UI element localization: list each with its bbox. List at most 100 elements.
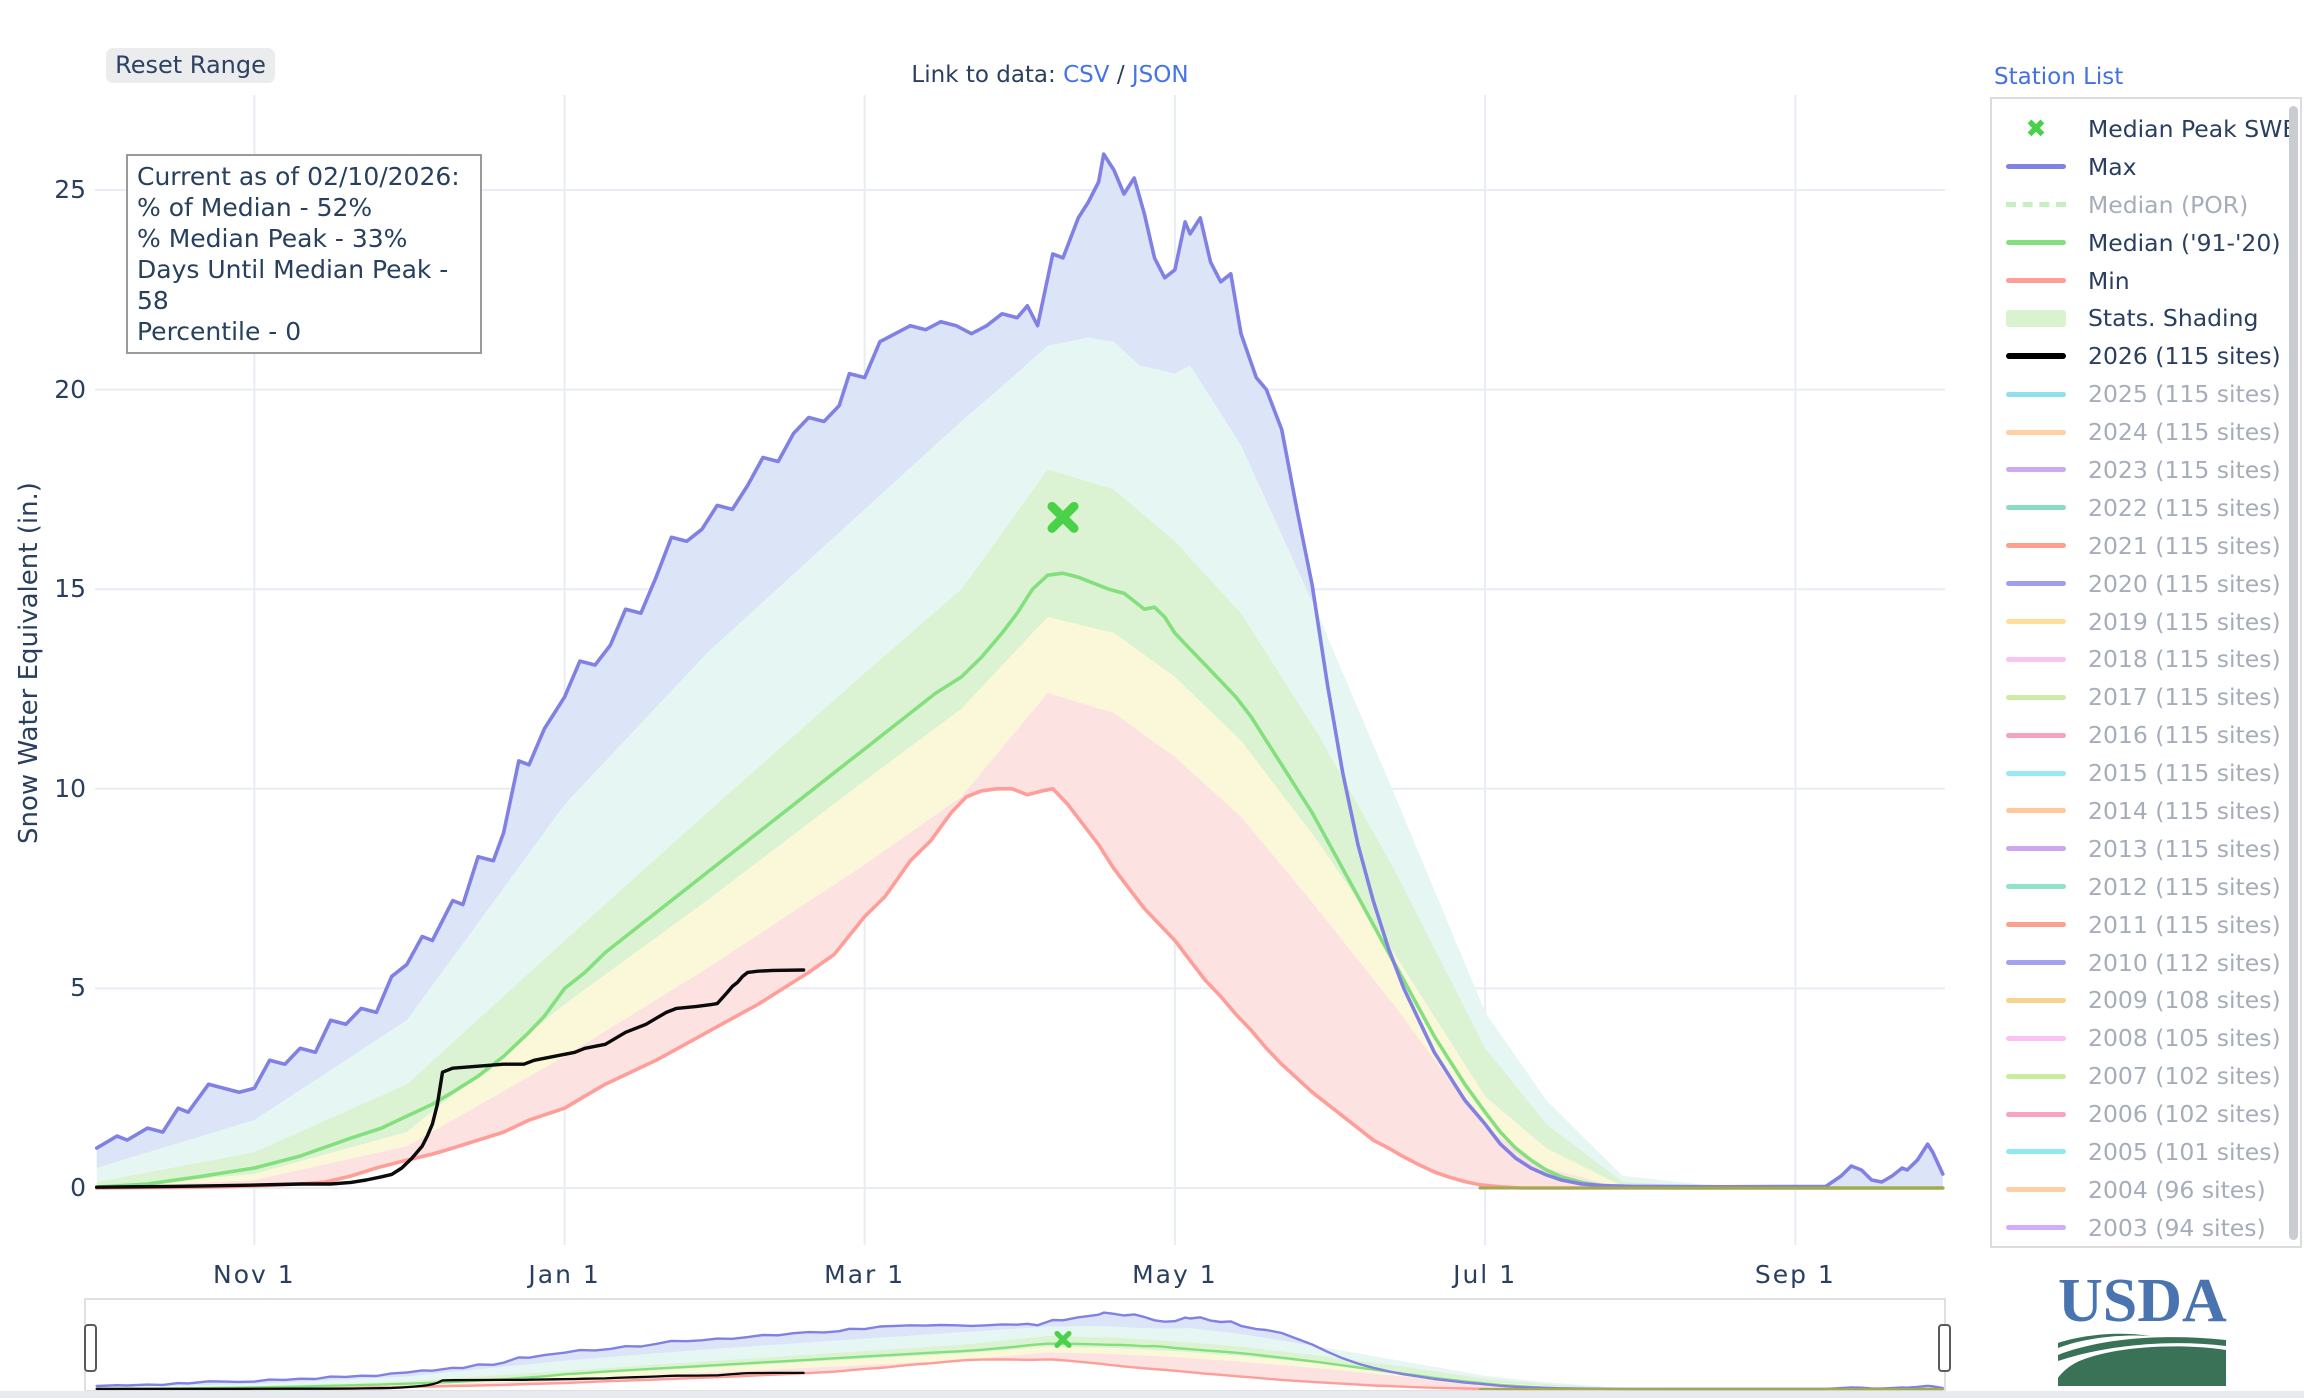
legend-item-2021-115-sites-[interactable]: 2021 (115 sites) <box>1992 527 2282 565</box>
legend-swatch-icon <box>2006 353 2066 360</box>
legend-swatch-icon <box>2006 505 2066 511</box>
legend-swatch-icon <box>2006 694 2066 700</box>
status-line-2: % Median Peak - 33% <box>137 224 408 253</box>
legend-label: 2020 (115 sites) <box>2088 569 2281 598</box>
legend-swatch-icon <box>2006 770 2066 776</box>
legend-label: 2023 (115 sites) <box>2088 455 2281 484</box>
link-to-data-label: Link to data: <box>911 62 1056 88</box>
legend-swatch-icon <box>2006 240 2066 246</box>
legend-swatch-icon <box>2006 1035 2066 1041</box>
station-list-link[interactable]: Station List <box>1994 64 2124 90</box>
rangeslider-handle-right[interactable] <box>1938 1324 1951 1372</box>
x-tick-sep-1: Sep 1 <box>1754 1260 1836 1289</box>
legend-item-2008-105-sites-[interactable]: 2008 (105 sites) <box>1992 1019 2282 1057</box>
legend-label: 2010 (112 sites) <box>2088 948 2281 977</box>
legend-swatch-icon <box>2006 543 2066 549</box>
legend-item-list: ✖ Median Peak SWE Max Median (POR) Median ('… <box>1992 110 2298 1247</box>
legend-label: 2019 (115 sites) <box>2088 607 2281 636</box>
legend-item-2013-115-sites-[interactable]: 2013 (115 sites) <box>1992 830 2282 868</box>
legend-swatch-icon <box>2006 997 2066 1003</box>
legend-swatch-icon <box>2006 1187 2066 1193</box>
reset-range-button[interactable]: Reset Range <box>106 48 275 83</box>
status-line-4: Percentile - 0 <box>137 317 302 346</box>
json-link[interactable]: JSON <box>1131 62 1189 88</box>
csv-link[interactable]: CSV <box>1063 62 1110 88</box>
legend-label: Max <box>2088 152 2137 181</box>
x-tick-jan-1: Jan 1 <box>528 1260 601 1289</box>
legend-swatch-icon <box>2006 656 2066 662</box>
legend-item-max[interactable]: Max <box>1992 148 2282 186</box>
y-axis-title: Snow Water Equivalent (in.) <box>14 482 44 844</box>
y-tick-10: 10 <box>54 773 86 803</box>
legend-item-median-peak-swe[interactable]: ✖ Median Peak SWE <box>1992 110 2298 148</box>
y-tick-20: 20 <box>54 374 86 404</box>
legend-swatch-icon <box>2006 309 2066 327</box>
legend-item-2006-102-sites-[interactable]: 2006 (102 sites) <box>1992 1095 2282 1133</box>
legend-item-2020-115-sites-[interactable]: 2020 (115 sites) <box>1992 565 2282 603</box>
legend-label: 2022 (115 sites) <box>2088 493 2281 522</box>
legend-label: 2024 (115 sites) <box>2088 418 2281 447</box>
legend-scrollbar[interactable] <box>2289 106 2298 1240</box>
legend-item-2005-101-sites-[interactable]: 2005 (101 sites) <box>1992 1133 2282 1171</box>
legend-item-2026-115-sites-[interactable]: 2026 (115 sites) <box>1992 337 2282 375</box>
status-line-3: Days Until Median Peak - 58 <box>137 255 449 315</box>
legend-item-2022-115-sites-[interactable]: 2022 (115 sites) <box>1992 489 2282 527</box>
legend-label: 2017 (115 sites) <box>2088 683 2281 712</box>
legend-swatch-icon <box>2006 884 2066 890</box>
legend-label: 2015 (115 sites) <box>2088 759 2281 788</box>
median-peak-swe-marker-icon: ✖ <box>2025 114 2047 144</box>
legend-item-2015-115-sites-[interactable]: 2015 (115 sites) <box>1992 754 2282 792</box>
median-peak-swe-marker <box>1054 1330 1072 1348</box>
legend-item-2010-112-sites-[interactable]: 2010 (112 sites) <box>1992 944 2282 982</box>
x-tick-nov-1: Nov 1 <box>213 1260 296 1289</box>
legend-label: Min <box>2088 266 2130 295</box>
y-tick-15: 15 <box>54 574 86 604</box>
legend-swatch-icon <box>2006 202 2066 208</box>
legend-label: 2009 (108 sites) <box>2088 986 2281 1015</box>
usda-logo-field-icon <box>2058 1333 2226 1386</box>
legend-label: Median Peak SWE <box>2088 114 2298 143</box>
legend-item-2024-115-sites-[interactable]: 2024 (115 sites) <box>1992 413 2282 451</box>
legend-item-min[interactable]: Min <box>1992 262 2282 300</box>
legend-item-2011-115-sites-[interactable]: 2011 (115 sites) <box>1992 906 2282 944</box>
usda-logo: USDA <box>2058 1267 2230 1390</box>
legend-swatch-icon <box>2006 922 2066 928</box>
legend-item-2009-108-sites-[interactable]: 2009 (108 sites) <box>1992 981 2282 1019</box>
legend-label: 2003 (94 sites) <box>2088 1213 2266 1242</box>
legend-label: 2014 (115 sites) <box>2088 796 2281 825</box>
legend-item-2023-115-sites-[interactable]: 2023 (115 sites) <box>1992 451 2282 489</box>
legend-swatch-icon <box>2006 808 2066 814</box>
bottom-scroll-strip[interactable] <box>0 1391 2304 1398</box>
median-peak-swe-marker <box>1047 501 1079 533</box>
legend-item-2012-115-sites-[interactable]: 2012 (115 sites) <box>1992 868 2282 906</box>
legend-label: 2026 (115 sites) <box>2088 342 2281 371</box>
legend-label: 2011 (115 sites) <box>2088 910 2281 939</box>
legend-item-median-91-20-[interactable]: Median ('91-'20) <box>1992 224 2282 262</box>
legend-item-2018-115-sites-[interactable]: 2018 (115 sites) <box>1992 640 2282 678</box>
legend-swatch-icon <box>2006 619 2066 625</box>
status-line-0: Current as of 02/10/2026: <box>137 162 460 191</box>
legend-swatch-icon <box>2006 960 2066 966</box>
legend-item-2016-115-sites-[interactable]: 2016 (115 sites) <box>1992 716 2282 754</box>
legend-swatch-icon <box>2006 1111 2066 1117</box>
legend-item-2003-94-sites-[interactable]: 2003 (94 sites) <box>1992 1209 2282 1247</box>
legend-label: 2007 (102 sites) <box>2088 1062 2281 1091</box>
status-line-1: % of Median - 52% <box>137 193 373 222</box>
legend-item-2014-115-sites-[interactable]: 2014 (115 sites) <box>1992 792 2282 830</box>
legend-item-2019-115-sites-[interactable]: 2019 (115 sites) <box>1992 603 2282 641</box>
usda-logo-text: USDA <box>2058 1267 2227 1335</box>
legend-label: 2012 (115 sites) <box>2088 872 2281 901</box>
rangeslider-plot[interactable] <box>84 1298 1946 1392</box>
legend-label: 2006 (102 sites) <box>2088 1100 2281 1129</box>
legend-item-2017-115-sites-[interactable]: 2017 (115 sites) <box>1992 678 2282 716</box>
rangeslider-handle-left[interactable] <box>84 1324 97 1372</box>
legend-item-2025-115-sites-[interactable]: 2025 (115 sites) <box>1992 375 2282 413</box>
legend-item-2004-96-sites-[interactable]: 2004 (96 sites) <box>1992 1171 2282 1209</box>
legend-item-2007-102-sites-[interactable]: 2007 (102 sites) <box>1992 1057 2282 1095</box>
main-plot <box>94 152 1945 1190</box>
legend-label: 2025 (115 sites) <box>2088 380 2281 409</box>
legend-item-stats-shading[interactable]: Stats. Shading <box>1992 299 2282 337</box>
legend-item-median-por-[interactable]: Median (POR) <box>1992 186 2282 224</box>
